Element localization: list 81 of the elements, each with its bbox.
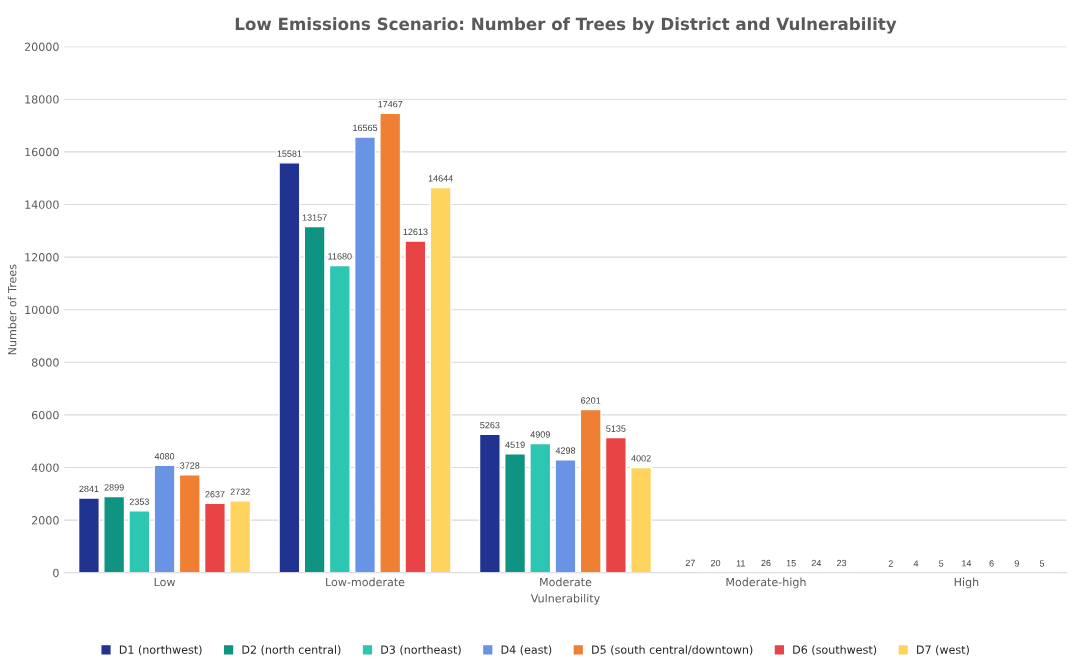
data-label: 14644 [428,175,453,182]
data-label: 13157 [302,214,327,221]
y-tick-label: 6000 [31,410,59,420]
legend-label: D7 (west) [917,645,969,656]
bar [379,112,402,573]
y-tick-label: 0 [53,568,59,578]
bar [429,186,452,573]
data-label: 2353 [129,498,149,505]
y-tick-label: 8000 [31,358,59,367]
legend-label: D2 (north central) [242,645,341,656]
data-label: 23 [836,559,847,567]
bar [128,510,151,573]
data-label: 5 [1039,560,1045,567]
data-label: 4080 [154,453,175,460]
y-tick-label: 10000 [25,305,59,315]
data-label: 4 [913,560,919,567]
bar [178,473,201,573]
x-tick-label: Moderate-high [726,577,806,589]
x-tick-label: Low-moderate [326,577,405,587]
data-label: 2899 [104,484,124,491]
y-tick-label: 2000 [32,516,59,525]
data-label: 15581 [277,150,302,157]
bar [554,458,577,573]
data-label: 4298 [555,447,576,454]
data-label: 24 [811,559,822,567]
data-label: 15 [786,560,796,567]
data-label: 11680 [328,253,352,260]
bar [328,264,351,573]
data-label: 17467 [378,100,403,108]
legend-label: D4 (east) [501,645,552,656]
y-tick-label: 12000 [25,253,59,262]
bar [203,502,226,573]
legend-label: D5 (south central/downtown) [592,645,753,656]
data-label: 3728 [180,462,200,469]
x-tick-label: High [954,577,979,589]
bar [504,453,527,573]
bar [529,442,552,573]
legend-label: D1 (northwest) [119,645,202,656]
data-label: 2 [888,560,893,567]
bar [229,500,252,573]
bar [153,464,176,573]
data-label: 20 [710,559,721,567]
bar [278,162,301,573]
data-label: 2841 [79,485,99,493]
data-label: 4519 [505,441,525,448]
y-tick-label: 16000 [25,147,59,157]
bar [103,495,126,573]
x-axis-title: Vulnerability [530,593,600,605]
data-label: 14 [962,560,972,567]
data-label: 27 [685,559,695,567]
y-tick-label: 20000 [24,42,59,51]
data-label: 4002 [631,455,651,462]
legend-label: D3 (northeast) [381,645,461,656]
bar [630,466,653,573]
bar [579,408,602,573]
data-label: 2637 [205,491,225,498]
bar [404,240,427,573]
data-label: 26 [761,559,771,567]
data-label: 9 [1014,560,1019,567]
x-tick-label: Moderate [540,577,592,587]
bar [478,433,501,573]
chart-title: Low Emissions Scenario: Number of Trees by District and Vulnerability [235,17,897,34]
data-label: 5135 [606,425,626,432]
y-axis-title: Number of Trees [7,264,17,355]
data-label: 6 [989,560,994,567]
bar [604,436,627,573]
data-label: 5 [939,560,944,567]
data-label: 11 [736,560,745,567]
bar [77,497,100,573]
data-label: 4909 [530,431,550,438]
data-label: 12613 [403,228,428,235]
legend-label: D6 (southwest) [793,645,877,656]
y-tick-label: 14000 [25,200,59,209]
data-label: 6201 [581,397,601,404]
data-label: 2732 [230,488,250,495]
y-tick-label: 18000 [25,95,59,104]
x-tick-label: Low [154,577,176,587]
y-tick-label: 4000 [31,463,59,472]
bar [353,136,377,573]
data-label: 16565 [353,124,378,132]
data-label: 5263 [480,421,500,429]
